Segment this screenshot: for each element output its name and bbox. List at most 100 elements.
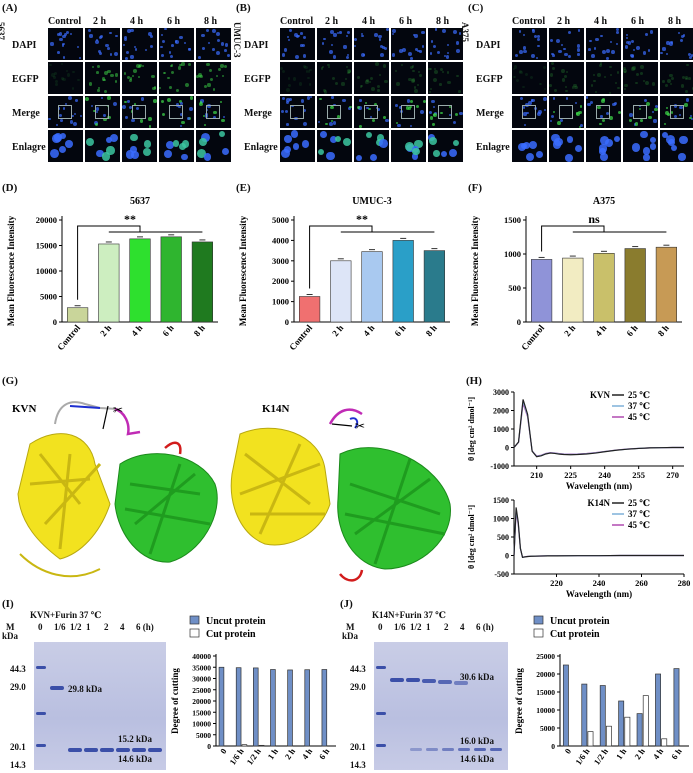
legend-entry: Uncut protein [206, 616, 266, 627]
x-tick-label: 2 h [283, 746, 298, 761]
y-tick-label: 35000 [192, 663, 211, 672]
bar [673, 668, 680, 747]
y-tick-label: 1000 [493, 425, 509, 434]
x-tick-label: 8 h [192, 323, 207, 338]
bar [98, 243, 120, 323]
y-tick-label: 5000 [540, 724, 555, 733]
micrograph-cell [354, 130, 389, 162]
bar [287, 669, 293, 747]
micrograph-cell [428, 62, 463, 94]
gel-lane-label: 2 [104, 622, 109, 632]
micrograph-cell [391, 130, 426, 162]
micrograph-cell [122, 130, 157, 162]
gel-lane-label: 0 [378, 622, 383, 632]
structure-label-kvn: KVN [12, 403, 37, 415]
bar-chart-5637: 5637 Mean Fluorescence Intensity 0 5000 1000… [6, 196, 218, 352]
gel-i-marker-20: 20.1 [10, 742, 26, 752]
micrograph-cell [354, 96, 389, 128]
micrograph-cell [586, 130, 621, 162]
gel-lane-label: 6 (h) [136, 622, 154, 632]
cd-series-line [513, 511, 684, 558]
legend-swatch [189, 615, 200, 625]
column-label: 4 h [130, 16, 144, 27]
y-tick-label: 0 [505, 444, 509, 453]
bar [253, 667, 259, 747]
gel-lane-label: 1/2 [410, 622, 422, 632]
bar [593, 253, 615, 323]
k14n-blue-linker [349, 417, 359, 429]
column-label: 2 h [93, 16, 107, 27]
gel-j-image [374, 642, 508, 770]
x-tick-label: 255 [632, 470, 645, 480]
cd-series-line [513, 509, 684, 558]
y-tick-label: 1000 [272, 297, 289, 307]
x-tick-label: 2 h [98, 323, 113, 338]
x-tick-label: 1/2 h [592, 746, 611, 766]
x-tick-label: 240 [593, 578, 606, 588]
y-tick-label: 4000 [272, 235, 289, 245]
micrograph-cell [317, 28, 352, 60]
legend-entry: 25 ℃ [628, 498, 650, 508]
y-tick-label: 1500 [493, 496, 509, 505]
y-tick-label: 25000 [192, 686, 211, 695]
cd-spectrum-kvn: θ [deg cm² dmol⁻¹] -1000 0 1000 2000 3000 210 2… [467, 388, 684, 491]
x-tick-label: 4 h [300, 746, 315, 761]
bar [618, 700, 625, 747]
micrograph-cell [48, 28, 83, 60]
x-tick-label: 1/2 h [244, 746, 263, 766]
cd-series-line [513, 399, 684, 458]
gel-lane-label: 0 [38, 622, 43, 632]
gel-i-image [34, 642, 166, 770]
micrograph-cell [122, 96, 157, 128]
micrograph-cell [122, 62, 157, 94]
bar [605, 725, 612, 747]
micrograph-cell [549, 96, 584, 128]
legend-swatch [533, 615, 544, 625]
micrograph-cell [48, 96, 83, 128]
x-tick-label: 4 h [129, 323, 144, 338]
x-tick-label: 260 [635, 578, 648, 588]
gel-i-kda-label: kDa [2, 631, 19, 641]
bar-chart-a375: A375 Mean Fluorescence Intensity 0 500 1000 1… [470, 196, 682, 352]
microscopy-panel-umuc3: UMUC-3 Control 2 h 4 h 6 h 8 h DAPI EGFP Merge En… [232, 14, 464, 180]
x-tick-label: Control [519, 322, 546, 352]
significance-bracket [309, 225, 373, 289]
micrograph-cell [317, 62, 352, 94]
gel-j-band-label-16-0: 16.0 kDa [460, 736, 495, 746]
k14n-green-domain [337, 447, 451, 570]
x-tick-label: 6 h [625, 323, 640, 338]
y-tick-label: 2000 [272, 276, 289, 286]
gel-panel-j: K14N+Furin 37 ℃ kDa 44.3 29.0 20.1 14.3 … [340, 608, 512, 773]
x-tick-label: 6 h [669, 746, 684, 761]
micrograph-cell [159, 130, 194, 162]
panel-letter-d: (D) [2, 182, 18, 194]
micrograph-cell [586, 28, 621, 60]
x-tick-label: 6 h [317, 746, 332, 761]
bar [661, 738, 668, 747]
cd-series-line [513, 507, 684, 559]
y-tick-label: -1000 [490, 462, 509, 471]
row-label: EGFP [476, 74, 503, 85]
legend-title: K14N [588, 498, 611, 508]
micrograph-cell [549, 28, 584, 60]
y-tick-label: 10000 [536, 706, 555, 715]
micrograph-cell [660, 28, 693, 60]
panel-letter-a: (A) [2, 2, 18, 14]
protein-structure-figure: KVN K14N ✂ ✂ [12, 401, 451, 582]
micrograph-cell [586, 96, 621, 128]
y-axis-label: Degree of cutting [170, 668, 180, 734]
x-axis-label: Wavelength (nm) [566, 589, 632, 599]
gel-lane-label: 1 [86, 622, 91, 632]
gel-i-band-label-14-6: 14.6 kDa [118, 754, 153, 764]
chart-title: A375 [593, 196, 615, 207]
x-tick-label: 1/6 h [227, 746, 246, 766]
y-tick-label: 0 [53, 317, 57, 327]
x-tick-label: 8 h [424, 323, 439, 338]
legend-entry: 45 ℃ [628, 520, 650, 530]
micrograph-cell [317, 96, 352, 128]
y-tick-label: 10000 [192, 720, 211, 729]
y-tick-label: 500 [497, 533, 509, 542]
y-tick-label: 2000 [493, 407, 509, 416]
micrograph-cell [512, 28, 547, 60]
k14n-magenta-linker [328, 408, 363, 425]
